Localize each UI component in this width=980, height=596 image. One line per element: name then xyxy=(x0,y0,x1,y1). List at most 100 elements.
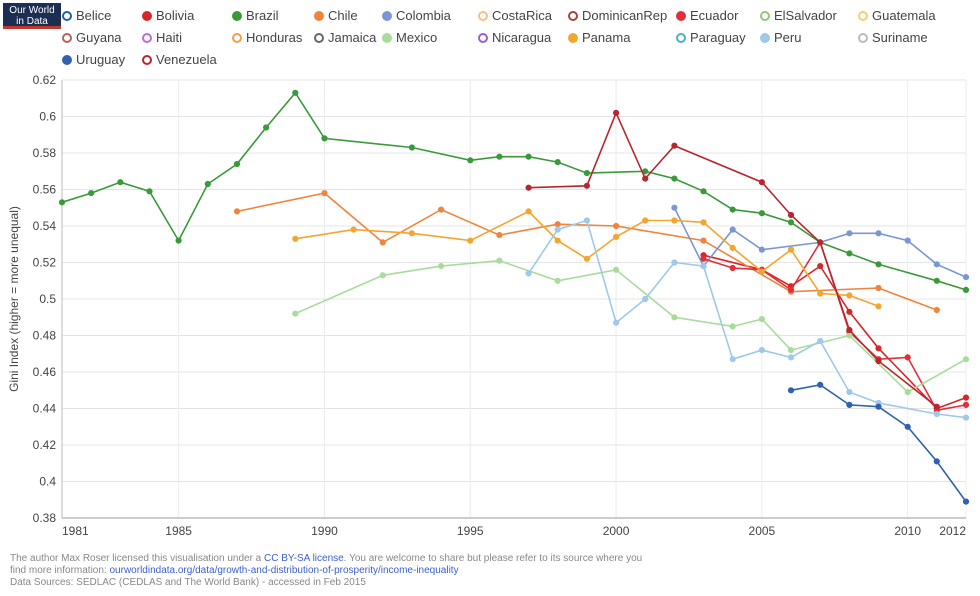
x-tick-label: 1995 xyxy=(457,524,484,538)
legend-item-peru[interactable]: Peru xyxy=(760,30,801,45)
data-point-brazil xyxy=(875,261,882,268)
legend-item-uruguay[interactable]: Uruguay xyxy=(62,52,125,67)
legend-item-brazil[interactable]: Brazil xyxy=(232,8,279,23)
legend-item-nicaragua[interactable]: Nicaragua xyxy=(478,30,551,45)
data-point-brazil xyxy=(204,180,211,188)
data-point-ecuador xyxy=(700,255,707,262)
legend-marker-icon xyxy=(314,11,324,21)
data-point-bolivia xyxy=(817,263,824,270)
legend-marker-icon xyxy=(62,11,72,21)
data-point-chile xyxy=(321,190,328,197)
data-point-ecuador xyxy=(904,354,911,361)
data-point-panama xyxy=(350,226,357,233)
legend-marker-icon xyxy=(858,33,868,43)
data-point-panama xyxy=(292,235,299,242)
legend-label: Colombia xyxy=(396,8,451,23)
legend-item-honduras[interactable]: Honduras xyxy=(232,30,302,45)
legend-label: Honduras xyxy=(246,30,303,45)
legend-item-dominicanrep[interactable]: DominicanRep xyxy=(568,8,667,23)
data-point-bolivia xyxy=(846,308,853,315)
data-point-mexico xyxy=(554,277,561,284)
data-point-brazil xyxy=(146,188,153,195)
data-point-uruguay xyxy=(904,423,911,430)
y-tick-label: 0.58 xyxy=(33,146,57,160)
y-tick-label: 0.42 xyxy=(33,438,57,452)
legend-item-costarica[interactable]: CostaRica xyxy=(478,8,552,23)
data-point-mexico xyxy=(962,356,970,363)
legend-label: Panama xyxy=(582,30,631,45)
data-point-venezuela xyxy=(671,142,678,149)
data-point-panama xyxy=(729,244,736,251)
y-tick-label: 0.56 xyxy=(33,183,57,197)
legend-label: Jamaica xyxy=(328,30,377,45)
logo-line1: Our World xyxy=(9,5,55,16)
legend-marker-icon xyxy=(314,33,324,43)
legend-item-guatemala[interactable]: Guatemala xyxy=(858,8,936,23)
data-point-peru xyxy=(525,270,532,277)
legend-item-haiti[interactable]: Haiti xyxy=(142,30,182,45)
data-point-chile xyxy=(933,306,940,314)
legend-item-jamaica[interactable]: Jamaica xyxy=(314,30,376,45)
legend-marker-icon xyxy=(382,11,392,21)
data-point-panama xyxy=(817,290,824,297)
data-point-colombia xyxy=(729,226,736,233)
owid-logo: Our World in Data xyxy=(3,3,61,29)
data-point-venezuela xyxy=(642,175,649,182)
data-point-venezuela xyxy=(613,109,620,117)
data-point-brazil xyxy=(846,250,853,257)
legend-item-ecuador[interactable]: Ecuador xyxy=(676,8,738,23)
legend-item-venezuela[interactable]: Venezuela xyxy=(142,52,217,67)
data-point-uruguay xyxy=(817,381,824,388)
y-tick-label: 0.52 xyxy=(33,256,57,270)
legend-item-paraguay[interactable]: Paraguay xyxy=(676,30,746,45)
legend-item-guyana[interactable]: Guyana xyxy=(62,30,122,45)
data-point-mexico xyxy=(671,314,678,321)
license-link[interactable]: CC BY-SA license xyxy=(264,553,344,564)
data-point-brazil xyxy=(88,190,95,197)
legend-item-mexico[interactable]: Mexico xyxy=(382,30,437,45)
data-point-peru xyxy=(729,356,736,363)
y-tick-label: 0.46 xyxy=(33,365,57,379)
data-point-bolivia xyxy=(962,394,970,401)
legend-item-belice[interactable]: Belice xyxy=(62,8,111,23)
data-point-venezuela xyxy=(525,184,532,191)
source-link[interactable]: ourworldindata.org/data/growth-and-distr… xyxy=(109,565,459,576)
legend-marker-icon xyxy=(760,33,770,43)
legend-marker-icon xyxy=(232,11,242,21)
data-point-colombia xyxy=(846,230,853,237)
legend-item-suriname[interactable]: Suriname xyxy=(858,30,928,45)
data-point-brazil xyxy=(700,188,707,195)
data-point-brazil xyxy=(117,179,124,186)
legend-marker-icon xyxy=(568,33,578,43)
legend-item-colombia[interactable]: Colombia xyxy=(382,8,451,23)
legend-label: CostaRica xyxy=(492,8,552,23)
data-point-chile xyxy=(554,221,561,228)
data-point-uruguay xyxy=(933,458,940,465)
legend-label: Guyana xyxy=(76,30,122,45)
legend-label: Guatemala xyxy=(872,8,936,23)
legend-marker-icon xyxy=(676,33,686,43)
data-point-peru xyxy=(613,319,620,326)
data-point-panama xyxy=(846,292,853,299)
data-point-venezuela xyxy=(787,211,795,219)
data-point-brazil xyxy=(467,157,474,164)
series-line-peru xyxy=(527,219,967,419)
legend-marker-icon xyxy=(232,33,242,43)
data-point-uruguay xyxy=(846,401,853,408)
data-point-panama xyxy=(642,217,649,224)
legend-item-panama[interactable]: Panama xyxy=(568,30,630,45)
data-point-mexico xyxy=(292,310,299,317)
data-point-uruguay xyxy=(787,387,795,394)
data-point-peru xyxy=(554,226,561,233)
data-point-peru xyxy=(700,263,707,270)
data-point-brazil xyxy=(671,175,678,182)
legend-item-bolivia[interactable]: Bolivia xyxy=(142,8,194,23)
data-point-venezuela xyxy=(846,326,853,334)
legend-item-chile[interactable]: Chile xyxy=(314,8,358,23)
data-point-chile xyxy=(613,222,620,230)
x-tick-label: 1981 xyxy=(62,524,89,538)
legend-label: Uruguay xyxy=(76,52,126,67)
data-point-venezuela xyxy=(875,357,882,365)
data-point-colombia xyxy=(904,237,911,244)
legend-item-elsalvador[interactable]: ElSalvador xyxy=(760,8,837,23)
